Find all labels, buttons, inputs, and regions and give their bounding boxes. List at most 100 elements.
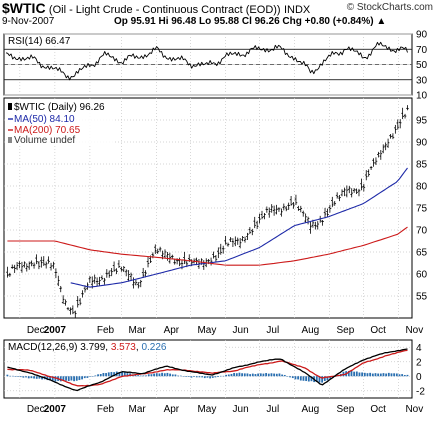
macd-hist-bar-71 xyxy=(195,376,198,378)
macd-hist-bar-65 xyxy=(179,375,182,377)
macd-x-tick-2: Feb xyxy=(97,404,115,415)
price-x-tick-3: Mar xyxy=(129,325,147,336)
macd-hist-bar-146 xyxy=(395,373,398,377)
macd-hist-bar-75 xyxy=(206,376,209,378)
macd-hist-bar-57 xyxy=(158,373,161,377)
macd-hist-bar-28 xyxy=(81,376,83,380)
macd-signal-line xyxy=(7,349,408,387)
macd-hist-bar-101 xyxy=(275,373,278,377)
macd-legend: MACD(12,26,9) 3.799, 3.573, 0.226 xyxy=(8,342,167,353)
macd-legend-sep1: , xyxy=(105,342,111,353)
macd-hist-bar-98 xyxy=(267,373,270,377)
macd-hist-bar-100 xyxy=(273,373,276,377)
macd-hist-bar-116 xyxy=(315,376,318,382)
macd-hist-bar-32 xyxy=(91,376,94,377)
macd-x-tick-10: Oct xyxy=(370,404,386,415)
macd-hist-bar-52 xyxy=(145,375,147,377)
macd-hist-bar-130 xyxy=(353,371,356,377)
macd-hist-bar-27 xyxy=(78,376,81,381)
macd-hist-bar-107 xyxy=(291,376,294,379)
macd-hist-bar-5 xyxy=(19,376,22,378)
macd-hist-bar-134 xyxy=(363,372,366,377)
macd-hist-bar-120 xyxy=(326,376,329,381)
macd-hist-bar-80 xyxy=(219,375,222,377)
rsi-tick-label-2: 50 xyxy=(416,60,428,71)
macd-x-tick-0: Dec xyxy=(27,404,45,415)
price-x-tick-6: Jun xyxy=(233,325,249,336)
rsi-tick-label-1: 30 xyxy=(416,75,428,86)
macd-hist-bar-56 xyxy=(155,373,158,377)
legend-price-label: $WTIC (Daily) 96.26 xyxy=(14,102,105,113)
price-x-tick-0: Dec xyxy=(27,325,45,336)
macd-x-tick-4: Apr xyxy=(164,404,180,415)
macd-x-tick-5: May xyxy=(197,404,216,415)
price-legend-bg xyxy=(6,100,114,146)
macd-hist-bar-113 xyxy=(307,376,310,382)
macd-hist-bar-58 xyxy=(161,372,163,377)
macd-hist-bar-97 xyxy=(265,373,268,377)
macd-x-tick-9: Sep xyxy=(336,404,354,415)
macd-hist-bar-86 xyxy=(235,373,238,377)
macd-hist-bar-51 xyxy=(142,375,145,377)
macd-hist-bar-81 xyxy=(222,375,225,377)
macd-hist-bar-69 xyxy=(190,376,193,378)
macd-hist-bar-83 xyxy=(227,374,230,377)
macd-x-tick-8: Aug xyxy=(301,404,319,415)
macd-hist-bar-121 xyxy=(329,376,332,379)
macd-hist-bar-140 xyxy=(379,373,382,377)
macd-hist-bar-129 xyxy=(350,371,353,377)
macd-hist-bar-62 xyxy=(171,374,174,377)
macd-hist-bar-44 xyxy=(123,372,126,377)
macd-hist-bar-74 xyxy=(203,376,206,379)
price-x-tick-9: Sep xyxy=(336,325,354,336)
macd-tick-label-2: 2 xyxy=(416,357,422,368)
macd-hist-bar-34 xyxy=(97,374,99,377)
macd-hist-bar-136 xyxy=(369,372,372,377)
macd-line xyxy=(7,348,408,392)
legend-volume-swatch xyxy=(8,137,12,143)
macd-hist-bar-132 xyxy=(358,372,361,377)
macd-hist-bar-40 xyxy=(113,372,115,377)
macd-hist-bar-3 xyxy=(14,376,17,377)
rsi-tick-label-4: 90 xyxy=(416,30,428,41)
legend-ma50-label: MA(50) 84.10 xyxy=(14,114,75,125)
price-x-tick-10: Oct xyxy=(370,325,386,336)
macd-hist-bar-103 xyxy=(281,374,284,377)
macd-hist-bar-102 xyxy=(278,373,281,377)
rsi-legend-label: RSI(14) 66.47 xyxy=(8,36,71,47)
macd-hist-bar-2 xyxy=(11,375,14,377)
macd-hist-bar-35 xyxy=(99,374,102,377)
price-x-tick-1: 2007 xyxy=(44,325,67,336)
macd-hist-bar-112 xyxy=(305,376,308,382)
macd-hist-bar-37 xyxy=(105,373,107,377)
macd-hist-bar-48 xyxy=(134,374,137,377)
macd-hist-bar-53 xyxy=(147,374,150,377)
macd-hist-bar-66 xyxy=(182,376,185,377)
macd-hist-bar-64 xyxy=(177,375,179,377)
macd-legend-hist: 0.226 xyxy=(141,342,166,353)
macd-hist-bar-99 xyxy=(270,373,273,377)
macd-hist-bar-10 xyxy=(33,376,35,379)
price-tick-label-6: 85 xyxy=(416,160,428,171)
legend-price-swatch xyxy=(8,103,12,110)
macd-hist-bar-18 xyxy=(54,376,57,382)
macd-hist-bar-104 xyxy=(283,374,286,377)
macd-hist-bar-96 xyxy=(262,373,265,377)
macd-hist-bar-78 xyxy=(214,376,217,378)
price-tick-label-7: 90 xyxy=(416,138,428,149)
macd-hist-bar-17 xyxy=(51,376,54,381)
macd-hist-bar-119 xyxy=(323,376,326,381)
macd-legend-name: MACD(12,26,9) xyxy=(8,342,80,353)
macd-hist-bar-7 xyxy=(25,376,27,378)
macd-hist-bar-94 xyxy=(257,373,260,377)
macd-hist-bar-95 xyxy=(259,373,262,377)
macd-hist-bar-133 xyxy=(361,372,364,377)
symbol: $WTIC xyxy=(2,0,46,16)
price-x-tick-4: Apr xyxy=(164,325,180,336)
macd-hist-bar-33 xyxy=(94,375,97,377)
macd-hist-bar-23 xyxy=(67,376,70,382)
macd-hist-bar-29 xyxy=(83,376,86,379)
quote-line: 9-Nov-2007 Op 95.91 Hi 96.48 Lo 95.88 Cl… xyxy=(2,16,435,27)
macd-hist-bar-108 xyxy=(294,376,297,380)
